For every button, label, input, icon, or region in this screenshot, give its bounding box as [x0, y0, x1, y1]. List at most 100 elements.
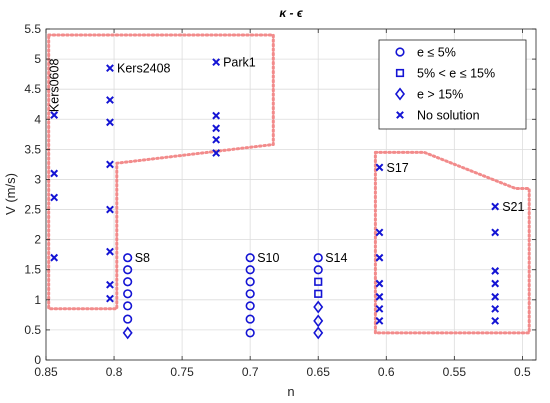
cross-point	[106, 247, 114, 256]
cross-point	[106, 96, 114, 104]
cross-point	[212, 149, 221, 157]
circle-point	[123, 289, 133, 299]
cross-point	[106, 294, 114, 303]
region-outline	[373, 150, 531, 335]
x-tick-label: 0.6	[378, 365, 395, 379]
cross-point	[491, 228, 500, 237]
cross-point	[106, 205, 114, 214]
series-group	[314, 277, 323, 298]
cross-point	[106, 280, 114, 289]
legend-square-point	[395, 68, 405, 78]
cross-point	[375, 316, 384, 325]
chart-title: κ - ϵ	[279, 6, 302, 20]
diamond-point	[122, 326, 133, 340]
cross-point	[50, 169, 59, 178]
data-marks	[50, 58, 500, 340]
point-annotation: S21	[502, 200, 524, 214]
cross-point	[375, 163, 384, 172]
point-annotation: Kers2408	[117, 62, 171, 76]
cross-point	[491, 304, 500, 313]
legend-circle-point	[395, 47, 405, 57]
legend-label: No solution	[417, 109, 480, 123]
square-point	[314, 277, 323, 286]
diamond-point	[313, 326, 324, 340]
circle-point	[245, 328, 255, 338]
series-group	[50, 58, 500, 325]
cross-point	[212, 124, 221, 133]
legend-label: e > 15%	[417, 88, 463, 102]
y-tick-label: 4.5	[24, 82, 41, 96]
cross-point	[491, 267, 500, 275]
circle-point	[313, 265, 323, 275]
cross-point	[106, 64, 114, 73]
diamond-point	[313, 300, 324, 314]
circle-point	[245, 301, 255, 311]
cross-point	[212, 58, 221, 67]
cross-point	[50, 253, 59, 262]
circle-point	[245, 289, 255, 299]
circle-point	[123, 277, 133, 287]
y-tick-label: 0.5	[24, 323, 41, 337]
circle-point	[123, 265, 133, 275]
y-tick-label: 3.5	[24, 142, 41, 156]
legend-box	[378, 39, 527, 130]
circle-point	[123, 253, 133, 263]
region-outline	[47, 33, 275, 311]
series-group	[122, 300, 324, 340]
point-annotation: S10	[257, 251, 279, 265]
point-annotation: Kers0608	[48, 59, 62, 113]
point-annotation: S17	[387, 161, 409, 175]
y-tick-label: 5	[34, 52, 41, 66]
x-tick-label: 0.7	[242, 365, 259, 379]
series-group	[123, 253, 323, 338]
regions	[47, 33, 531, 335]
y-tick-label: 1	[34, 293, 41, 307]
cross-point	[375, 228, 384, 237]
cross-point	[106, 160, 114, 169]
legend-label: 5% < e ≤ 15%	[417, 67, 495, 81]
circle-point	[245, 265, 255, 275]
diamond-point	[313, 314, 324, 328]
x-tick-label: 0.5	[514, 365, 531, 379]
legend-diamond-point	[394, 87, 406, 101]
x-tick-label: 0.55	[443, 365, 467, 379]
cross-point	[491, 202, 500, 211]
point-annotation: S14	[325, 251, 347, 265]
cross-point	[491, 279, 500, 288]
legend: e ≤ 5% 5% < e ≤ 15% e > 15% No solution	[378, 39, 527, 130]
circle-point	[245, 253, 255, 263]
cross-point	[50, 111, 59, 119]
ticks: 0.85 0.8 0.75 0.7 0.65 0.6 0.55 0.5 0 0.5 1 1.5 2 2.5…	[24, 22, 536, 379]
cross-point	[50, 193, 59, 202]
y-tick-label: 4	[34, 112, 41, 126]
plot-frame	[45, 28, 537, 361]
x-tick-label: 0.8	[106, 365, 123, 379]
x-tick-label: 0.85	[34, 365, 58, 379]
y-tick-label: 5.5	[24, 22, 41, 36]
legend-cross-point	[396, 111, 404, 119]
y-tick-label: 1.5	[24, 263, 41, 277]
cross-point	[375, 292, 384, 301]
circle-point	[245, 314, 255, 324]
cross-point	[375, 279, 384, 288]
annotations: Kers0608 Kers2408 Park1 S8 S10 S14 S17 S21	[48, 56, 525, 266]
cross-point	[212, 135, 221, 144]
y-axis-label: V (m/s)	[3, 173, 18, 215]
cross-point	[375, 253, 384, 262]
cross-point	[375, 304, 384, 313]
y-tick-label: 0	[34, 353, 41, 367]
cross-point	[491, 292, 500, 301]
x-tick-label: 0.75	[170, 365, 194, 379]
circle-point	[123, 301, 133, 311]
point-annotation: Park1	[223, 56, 256, 70]
x-axis-label: n	[287, 384, 294, 399]
y-tick-label: 2	[34, 233, 41, 247]
x-tick-label: 0.65	[307, 365, 331, 379]
cross-point	[491, 316, 500, 325]
circle-point	[245, 277, 255, 287]
y-tick-label: 3	[34, 172, 41, 186]
legend-items: e ≤ 5% 5% < e ≤ 15% e > 15% No solution	[394, 46, 495, 123]
cross-point	[212, 111, 221, 120]
circle-point	[313, 253, 323, 263]
